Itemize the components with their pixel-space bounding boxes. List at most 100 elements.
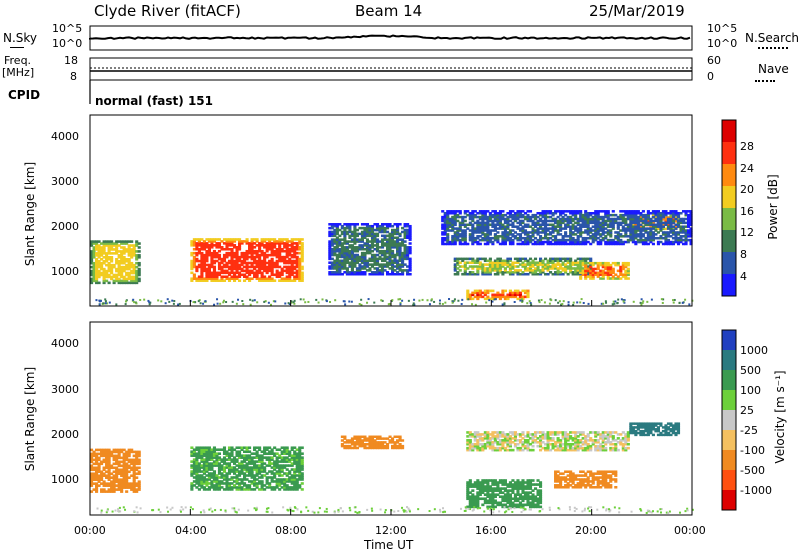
power-cell	[190, 271, 194, 275]
power-cell	[195, 279, 199, 282]
power-cell	[466, 293, 470, 297]
nave-dotline	[755, 80, 775, 82]
power-cell	[293, 255, 297, 259]
power-cell	[551, 227, 555, 230]
power-cell	[621, 261, 625, 265]
power-cell	[358, 244, 362, 247]
power-cell	[368, 259, 372, 263]
power-cell	[333, 234, 337, 238]
velocity-cell	[90, 448, 94, 452]
power-cell	[253, 273, 257, 277]
power-cell	[132, 246, 136, 249]
power-cell	[280, 240, 284, 243]
power-cell	[669, 231, 673, 234]
velocity-cell	[97, 466, 101, 470]
power-cell	[476, 235, 480, 238]
power-cell	[526, 272, 530, 276]
power-cell	[493, 229, 497, 232]
power-cell	[333, 238, 337, 241]
power-cell	[172, 302, 175, 305]
power-cell	[135, 281, 139, 285]
velocity-cell	[207, 448, 211, 452]
power-cell	[260, 244, 264, 247]
velocity-cell	[253, 462, 257, 465]
velocity-cell	[273, 480, 277, 483]
power-cell	[120, 250, 124, 253]
velocity-cell	[240, 486, 244, 489]
power-cell	[443, 238, 447, 242]
velocity-cell	[105, 462, 109, 466]
power-cell	[263, 253, 267, 257]
velocity-cell	[340, 435, 344, 439]
power-cell	[385, 244, 390, 247]
power-cell	[626, 215, 630, 219]
power-cell	[596, 229, 600, 232]
velocity-cell	[132, 482, 136, 485]
power-cell	[280, 269, 284, 273]
power-cell	[586, 213, 590, 217]
power-cell	[463, 233, 467, 236]
power-cell	[190, 259, 194, 263]
power-cell	[488, 233, 492, 236]
power-cell	[616, 261, 620, 265]
power-cell	[566, 261, 570, 264]
power-cell	[401, 265, 405, 268]
power-cell	[343, 223, 347, 226]
power-cell	[298, 251, 302, 255]
power-cell	[554, 238, 558, 242]
velocity-cell	[343, 437, 347, 440]
power-cell	[391, 255, 395, 259]
power-cell	[666, 211, 671, 215]
power-cell	[676, 238, 681, 242]
power-cell	[110, 256, 114, 259]
velocity-cell	[240, 454, 244, 457]
power-cell	[491, 289, 495, 293]
velocity-cell	[278, 482, 282, 485]
velocity-cell	[115, 468, 119, 472]
power-cell	[518, 257, 523, 261]
velocity-cell	[112, 458, 116, 462]
power-cell	[227, 247, 232, 251]
velocity-cell	[235, 470, 239, 473]
power-cell	[230, 261, 234, 265]
power-cell	[621, 227, 625, 230]
velocity-cell	[207, 446, 211, 450]
velocity-cell	[250, 466, 254, 469]
velocity-cell	[130, 458, 134, 462]
power-cell	[486, 227, 490, 230]
power-cell	[105, 269, 109, 273]
power-cell	[486, 297, 490, 301]
power-cell	[368, 246, 372, 249]
power-cell	[453, 236, 457, 240]
power-cell	[596, 242, 600, 246]
power-cell	[222, 238, 227, 241]
power-cell	[559, 211, 563, 215]
velocity-cell	[115, 454, 119, 458]
power-cell	[396, 253, 400, 257]
power-cell	[656, 236, 660, 240]
velocity-cell	[253, 464, 257, 467]
velocity-cell	[197, 470, 201, 473]
power-cell	[674, 220, 678, 223]
power-cell	[589, 219, 593, 223]
power-cell	[481, 217, 485, 221]
power-cell	[328, 242, 332, 245]
power-cell	[664, 231, 668, 234]
power-cell	[340, 272, 344, 276]
velocity-cell	[97, 478, 101, 481]
power-cell	[594, 235, 598, 238]
power-cell	[679, 227, 683, 230]
velocity-cell	[265, 456, 269, 459]
velocity-cell	[293, 486, 297, 489]
velocity-cell	[92, 478, 96, 481]
power-cell	[646, 227, 650, 230]
velocity-cell	[298, 448, 302, 452]
velocity-cell	[275, 478, 279, 481]
power-cell	[278, 238, 282, 241]
power-cell	[599, 235, 603, 238]
velocity-cell	[122, 484, 126, 487]
power-cell	[248, 251, 252, 255]
power-cell	[353, 246, 357, 249]
power-cell	[210, 255, 214, 259]
velocity-cell	[250, 480, 254, 483]
